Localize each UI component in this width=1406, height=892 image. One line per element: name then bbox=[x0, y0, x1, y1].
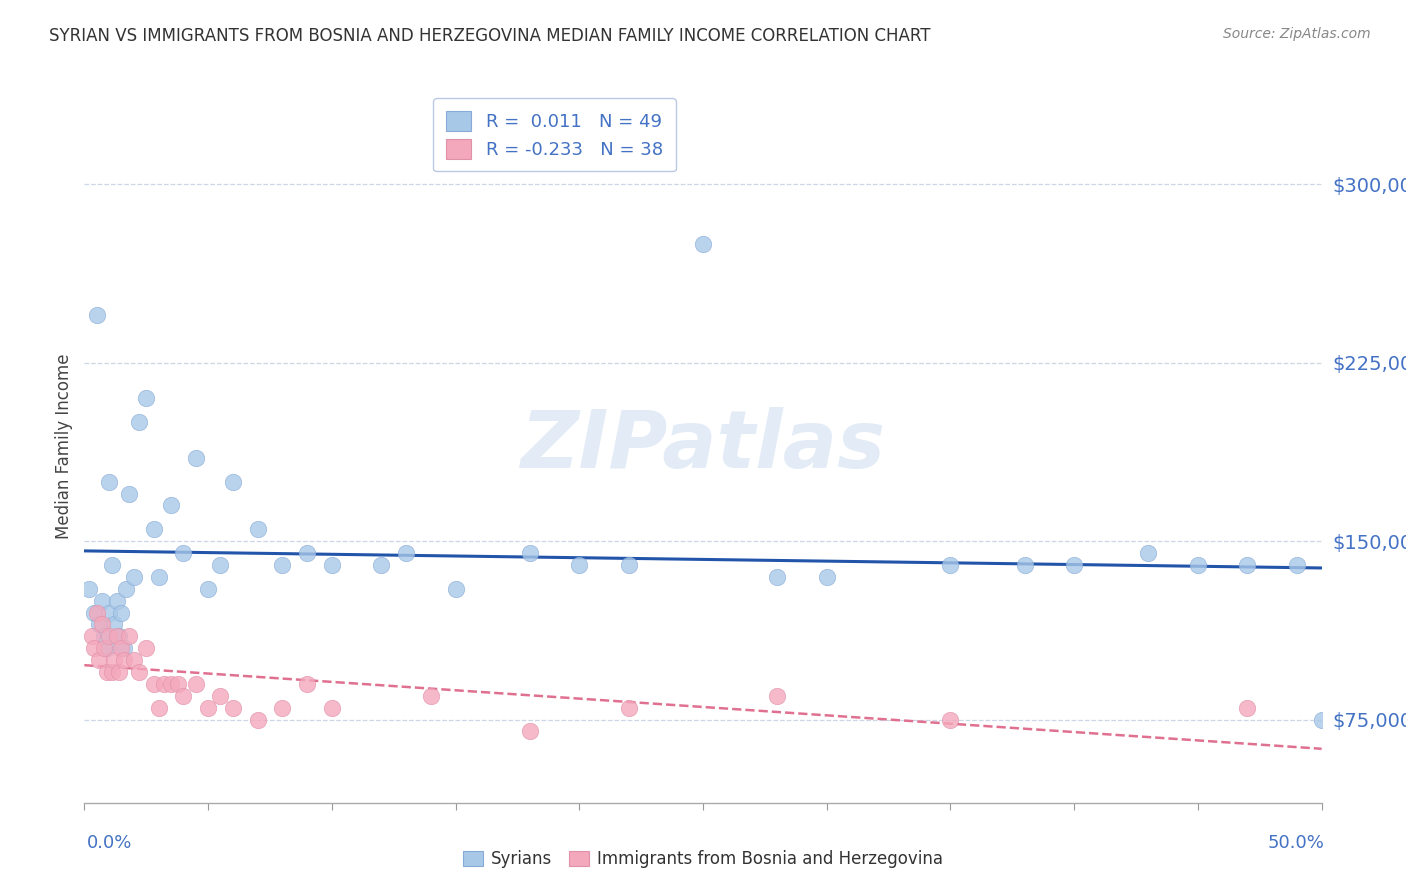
Point bbox=[160, 499, 183, 513]
Point bbox=[112, 653, 135, 667]
Text: SYRIAN VS IMMIGRANTS FROM BOSNIA AND HERZEGOVINA MEDIAN FAMILY INCOME CORRELATIO: SYRIAN VS IMMIGRANTS FROM BOSNIA AND HER… bbox=[49, 27, 931, 45]
Point bbox=[617, 700, 640, 714]
Point bbox=[100, 558, 122, 572]
Point bbox=[160, 677, 183, 691]
Point bbox=[90, 593, 112, 607]
Point bbox=[105, 629, 128, 643]
Point bbox=[246, 713, 269, 727]
Legend: Syrians, Immigrants from Bosnia and Herzegovina: Syrians, Immigrants from Bosnia and Herz… bbox=[456, 844, 950, 875]
Point bbox=[93, 641, 115, 656]
Point bbox=[135, 392, 157, 406]
Point bbox=[184, 677, 207, 691]
Point bbox=[172, 689, 194, 703]
Point bbox=[96, 641, 118, 656]
Point bbox=[128, 665, 150, 679]
Point bbox=[83, 641, 105, 656]
Point bbox=[1137, 546, 1160, 560]
Legend: R =  0.011   N = 49, R = -0.233   N = 38: R = 0.011 N = 49, R = -0.233 N = 38 bbox=[433, 98, 676, 171]
Point bbox=[118, 486, 141, 500]
Point bbox=[100, 665, 122, 679]
Point bbox=[110, 606, 132, 620]
Point bbox=[152, 677, 174, 691]
Point bbox=[1236, 700, 1258, 714]
Point bbox=[1285, 558, 1308, 572]
Point bbox=[370, 558, 392, 572]
Point bbox=[110, 641, 132, 656]
Point bbox=[172, 546, 194, 560]
Point bbox=[209, 558, 232, 572]
Point bbox=[568, 558, 591, 572]
Point bbox=[271, 700, 294, 714]
Point bbox=[519, 724, 541, 739]
Point bbox=[142, 677, 165, 691]
Point bbox=[444, 582, 467, 596]
Point bbox=[197, 700, 219, 714]
Point bbox=[519, 546, 541, 560]
Point bbox=[321, 700, 343, 714]
Point bbox=[96, 665, 118, 679]
Text: Source: ZipAtlas.com: Source: ZipAtlas.com bbox=[1223, 27, 1371, 41]
Point bbox=[103, 653, 125, 667]
Point bbox=[1014, 558, 1036, 572]
Point bbox=[766, 570, 789, 584]
Point bbox=[209, 689, 232, 703]
Point bbox=[98, 475, 121, 489]
Point bbox=[89, 617, 111, 632]
Point bbox=[167, 677, 190, 691]
Point bbox=[122, 653, 145, 667]
Point bbox=[112, 641, 135, 656]
Point bbox=[118, 629, 141, 643]
Point bbox=[766, 689, 789, 703]
Text: 0.0%: 0.0% bbox=[87, 834, 132, 852]
Point bbox=[1236, 558, 1258, 572]
Point bbox=[89, 653, 111, 667]
Point bbox=[939, 713, 962, 727]
Point bbox=[83, 606, 105, 620]
Point bbox=[105, 593, 128, 607]
Point bbox=[79, 582, 101, 596]
Point bbox=[122, 570, 145, 584]
Point bbox=[395, 546, 418, 560]
Point bbox=[295, 546, 318, 560]
Point bbox=[1310, 713, 1333, 727]
Point bbox=[135, 641, 157, 656]
Point bbox=[617, 558, 640, 572]
Point bbox=[148, 700, 170, 714]
Point bbox=[90, 617, 112, 632]
Point bbox=[148, 570, 170, 584]
Point bbox=[815, 570, 838, 584]
Point bbox=[86, 308, 108, 322]
Point bbox=[419, 689, 441, 703]
Point bbox=[222, 475, 245, 489]
Point bbox=[86, 606, 108, 620]
Point bbox=[692, 236, 714, 251]
Point bbox=[321, 558, 343, 572]
Point bbox=[103, 617, 125, 632]
Point bbox=[1063, 558, 1085, 572]
Point bbox=[246, 522, 269, 536]
Point bbox=[1187, 558, 1209, 572]
Point bbox=[142, 522, 165, 536]
Point bbox=[939, 558, 962, 572]
Point bbox=[222, 700, 245, 714]
Point bbox=[98, 629, 121, 643]
Text: ZIPatlas: ZIPatlas bbox=[520, 407, 886, 485]
Point bbox=[108, 665, 131, 679]
Point bbox=[80, 629, 103, 643]
Text: 50.0%: 50.0% bbox=[1268, 834, 1324, 852]
Y-axis label: Median Family Income: Median Family Income bbox=[55, 353, 73, 539]
Point bbox=[271, 558, 294, 572]
Point bbox=[98, 606, 121, 620]
Point bbox=[295, 677, 318, 691]
Point bbox=[93, 629, 115, 643]
Point bbox=[197, 582, 219, 596]
Point bbox=[115, 582, 138, 596]
Point bbox=[184, 450, 207, 465]
Point bbox=[128, 415, 150, 429]
Point bbox=[108, 629, 131, 643]
